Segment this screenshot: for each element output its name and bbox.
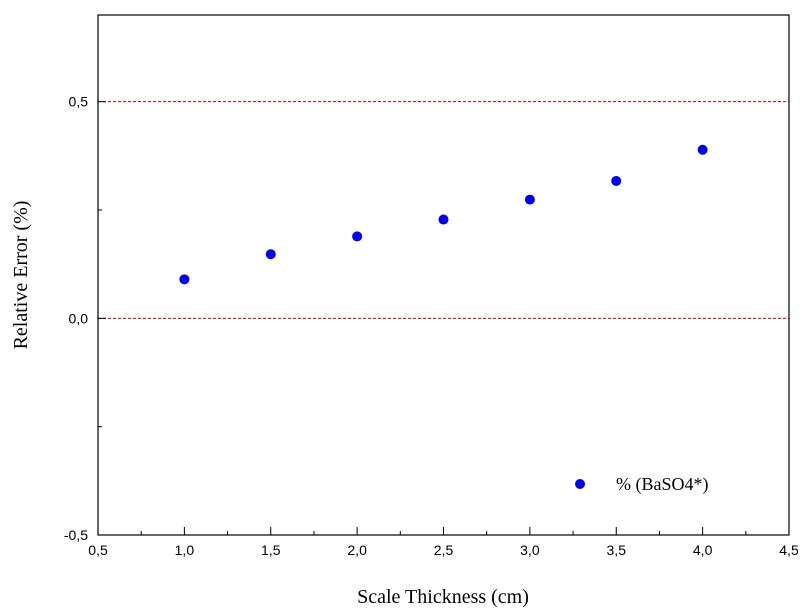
- plot-area-frame: [97, 14, 790, 536]
- data-point: [611, 175, 622, 186]
- x-tick-label: 2,0: [347, 542, 367, 558]
- x-tick-label: 4,5: [779, 542, 799, 558]
- legend-label: % (BaSO4*): [616, 474, 709, 495]
- y-tick-label: 0,0: [69, 310, 89, 326]
- x-axis: 0,5 1,0 1,5 2,0 2,5 3,0 3,5 4,0 4,5: [88, 527, 799, 558]
- x-tick-label: 2,5: [434, 542, 454, 558]
- y-tick-label: -0,5: [64, 527, 88, 543]
- legend: % (BaSO4*): [575, 474, 709, 495]
- data-point: [265, 249, 276, 260]
- y-axis-title: Relative Error (%): [10, 201, 32, 350]
- y-tick-label: 0,5: [69, 94, 89, 110]
- x-tick-label: 1,0: [175, 542, 195, 558]
- data-point: [179, 274, 190, 285]
- legend-marker: [575, 479, 585, 489]
- data-point: [524, 194, 535, 205]
- data-point: [352, 231, 363, 242]
- x-tick-label: 3,0: [520, 542, 540, 558]
- data-point: [697, 144, 708, 155]
- x-tick-label: 3,5: [607, 542, 627, 558]
- x-tick-label: 0,5: [88, 542, 108, 558]
- x-tick-label: 1,5: [261, 542, 281, 558]
- y-axis: -0,5 0,0 0,5: [64, 94, 106, 543]
- reference-lines: [98, 101, 789, 319]
- data-points: [179, 144, 708, 285]
- x-tick-label: 4,0: [693, 542, 713, 558]
- x-axis-title: Scale Thickness (cm): [357, 586, 529, 608]
- data-point: [438, 214, 449, 225]
